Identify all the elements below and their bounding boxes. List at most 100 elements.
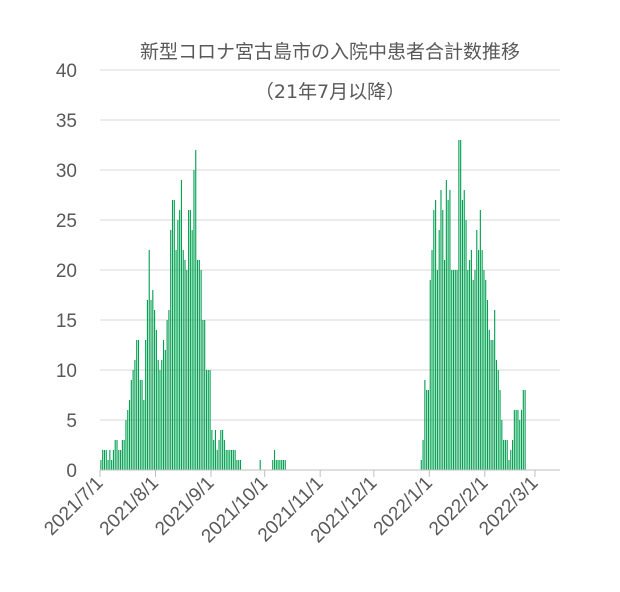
y-tick-label: 30 (56, 161, 77, 182)
bar (161, 360, 163, 470)
bar (154, 310, 156, 470)
bar (132, 370, 134, 470)
bar (431, 250, 433, 470)
bar (501, 420, 503, 470)
bar (436, 270, 438, 470)
bar (449, 190, 451, 470)
y-tick-label: 25 (56, 211, 77, 232)
bar (136, 340, 138, 470)
x-axis-tick-labels: 2021/7/12021/8/12021/9/12021/10/12021/11… (40, 473, 542, 548)
bar (188, 210, 190, 470)
bar (204, 320, 206, 470)
bar (134, 360, 136, 470)
bar (216, 450, 218, 470)
x-axis-tick-marks (99, 470, 536, 477)
bar (515, 410, 517, 470)
bar (504, 440, 506, 470)
bar (512, 440, 514, 470)
bar (100, 460, 102, 470)
y-axis-tick-labels: 0 5 10 15 20 25 30 35 40 (56, 61, 77, 482)
bar (127, 410, 129, 470)
chart-subtitle: （21年7月以降） (255, 81, 405, 103)
bar (239, 460, 242, 470)
bar (238, 460, 240, 470)
bar (454, 270, 456, 470)
bar (211, 430, 213, 470)
bar (440, 190, 442, 470)
y-tick-label: 20 (56, 261, 77, 282)
bar (442, 210, 444, 470)
bar (157, 360, 159, 470)
bar (279, 460, 281, 470)
bar (209, 370, 211, 470)
bar (483, 270, 485, 470)
bar (234, 450, 236, 470)
bar (474, 270, 476, 470)
y-tick-label: 10 (56, 361, 77, 382)
bar (109, 450, 111, 470)
y-tick-label: 15 (56, 311, 77, 332)
bar (488, 330, 490, 470)
bar (213, 440, 215, 470)
gridlines (100, 69, 560, 421)
bars (100, 140, 526, 470)
bar (519, 420, 521, 470)
bar (170, 230, 172, 470)
bar (162, 340, 165, 470)
bar (497, 370, 499, 470)
bar (175, 250, 177, 470)
bar (452, 270, 455, 470)
bar (223, 440, 225, 470)
bar (472, 280, 474, 470)
bar (510, 450, 512, 470)
bar (137, 340, 140, 470)
bar (229, 450, 231, 470)
bar (427, 390, 429, 470)
bar (524, 390, 526, 470)
bar (143, 400, 145, 470)
x-tick-label: 2021/7/1 (40, 473, 107, 540)
y-tick-label: 40 (56, 61, 77, 82)
bar (520, 410, 523, 470)
bar (103, 450, 106, 470)
bar (508, 460, 510, 470)
bar (444, 260, 446, 470)
bar (460, 140, 462, 470)
bar (148, 250, 150, 470)
bar (463, 190, 465, 470)
bar (465, 220, 467, 470)
bar (273, 450, 276, 470)
y-tick-label: 5 (66, 411, 77, 432)
y-tick-label: 35 (56, 111, 77, 132)
bar (189, 210, 191, 470)
bar (259, 460, 261, 470)
bar (231, 450, 233, 470)
bar (458, 140, 460, 470)
bar (232, 450, 234, 470)
bar (205, 370, 208, 470)
bar (433, 210, 435, 470)
bar (236, 460, 238, 470)
bar (435, 200, 437, 470)
bar (461, 200, 464, 470)
bar (166, 320, 168, 470)
bar (171, 200, 174, 470)
bar (503, 440, 505, 470)
bar (116, 440, 118, 470)
bar (125, 420, 127, 470)
bar (445, 180, 447, 470)
bar (145, 340, 147, 470)
bar (281, 460, 283, 470)
bar (214, 430, 216, 470)
bar (424, 380, 426, 470)
bar (479, 210, 481, 470)
bar (469, 260, 471, 470)
bar (182, 250, 184, 470)
bar (429, 280, 431, 470)
bar (499, 390, 501, 470)
bar (282, 460, 285, 470)
bar (121, 440, 123, 470)
bar (422, 440, 424, 470)
bar (159, 370, 161, 470)
